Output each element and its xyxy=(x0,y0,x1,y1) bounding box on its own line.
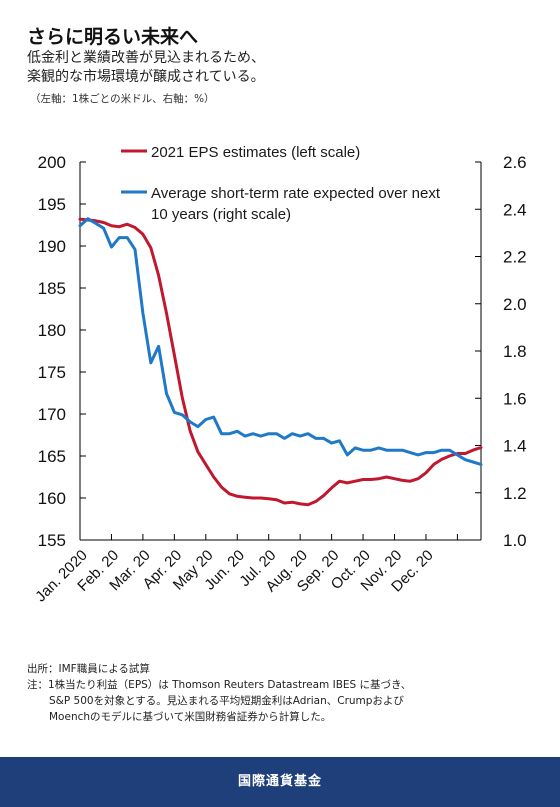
left-tick-label: 160 xyxy=(38,489,66,508)
left-tick-label: 155 xyxy=(38,531,66,550)
eps-estimates-line xyxy=(78,217,483,507)
right-tick-label: 2.2 xyxy=(503,248,527,267)
right-tick-label: 1.8 xyxy=(503,342,527,361)
left-tick-label: 180 xyxy=(38,321,66,340)
legend-label-eps: 2021 EPS estimates (left scale) xyxy=(151,144,360,161)
chart-legend: 2021 EPS estimates (left scale) Average … xyxy=(121,144,441,223)
left-tick-label: 190 xyxy=(38,237,66,256)
left-tick-label: 200 xyxy=(38,153,66,172)
chart-notes: 出所：IMF職員による試算 注：1株当たり利益（EPS）は Thomson Re… xyxy=(27,661,537,725)
footer-banner: 国際通貨基金 xyxy=(0,757,560,807)
left-tick-label: 165 xyxy=(38,447,66,466)
note-line-1: 注：1株当たり利益（EPS）は Thomson Reuters Datastre… xyxy=(27,679,412,691)
right-tick-label: 1.2 xyxy=(503,484,527,503)
right-tick-label: 1.0 xyxy=(503,531,527,550)
left-tick-label: 195 xyxy=(38,195,66,214)
note-line-3: Moenchのモデルに基づいて米国財務省証券から計算した。 xyxy=(49,711,332,723)
chart-subtitle: 低金利と業績改善が見込まれるため、 楽観的な市場環境が醸成されている。 xyxy=(27,49,265,87)
subtitle-line-2: 楽観的な市場環境が醸成されている。 xyxy=(27,69,265,85)
source-note: 出所：IMF職員による試算 xyxy=(27,663,150,675)
chart-title: さらに明るい未来へ xyxy=(27,26,199,48)
right-tick-label: 2.4 xyxy=(503,200,527,219)
axis-units-note: （左軸：1株ごとの米ドル、右軸：%） xyxy=(30,93,215,105)
chart-series xyxy=(78,217,483,507)
legend-label-rate-line-2: 10 years (right scale) xyxy=(151,206,291,223)
left-tick-label: 170 xyxy=(38,405,66,424)
legend-label-rate-line-1: Average short-term rate expected over ne… xyxy=(151,185,441,202)
right-tick-label: 2.6 xyxy=(503,153,527,172)
note-line-2: S&P 500を対象とする。見込まれる平均短期金利はAdrian、Crumpおよ… xyxy=(49,695,404,707)
short-term-rate-line xyxy=(78,217,483,466)
left-tick-label: 185 xyxy=(38,279,66,298)
line-chart: 155 160 165 170 175 180 185 190 195 200 1.0 1.2 1.4 1… xyxy=(32,144,527,605)
subtitle-line-1: 低金利と業績改善が見込まれるため、 xyxy=(27,50,265,66)
right-tick-label: 2.0 xyxy=(503,295,527,314)
right-tick-label: 1.6 xyxy=(503,389,527,408)
right-tick-label: 1.4 xyxy=(503,437,527,456)
left-tick-label: 175 xyxy=(38,363,66,382)
